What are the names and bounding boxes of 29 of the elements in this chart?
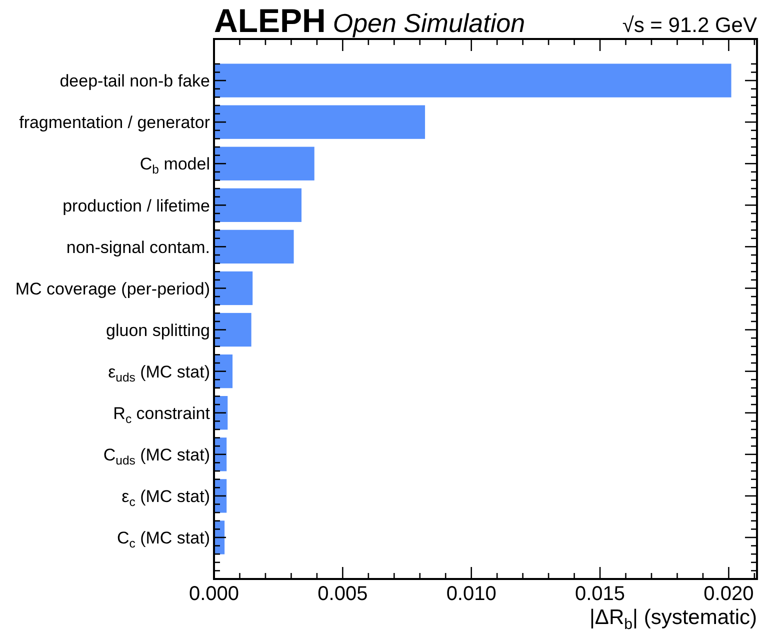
y-tick-label: C$_{c}$ (MC stat) [116,528,210,550]
y-tick-label: production / lifetime [62,196,210,216]
chart-title: ALEPH [214,2,326,39]
x-tick-label: 0.005 [318,583,368,605]
bar [214,64,732,98]
text: √s = 91.2 GeV [622,14,757,37]
bar [214,105,426,139]
y-tick-label: ε$_{uds}$ (MC stat) [108,362,210,384]
x-tick-label: 0.000 [188,583,240,605]
y-tick-label: R$_{c}$ constraint [113,404,210,426]
x-tick-label: 0.015 [574,583,626,605]
bar [214,271,253,306]
bar [214,146,314,180]
y-tick-label: non-signal contam. [66,238,210,257]
bar [214,354,233,388]
x-tick-label: 0.020 [704,583,754,605]
y-tick-label: ε$_{c}$ (MC stat) [122,487,210,509]
y-tick-label: C$_{b}$ model [140,154,210,176]
y-tick-label: fragmentation / generator [19,113,210,132]
x-axis-title: |ΔR$_{b}$| (systematic) [589,606,757,633]
x-tick-label: 0.010 [446,583,496,605]
y-tick-label: MC coverage (per-period) [15,279,210,298]
y-tick-label: deep-tail non-b fake [60,72,210,91]
bar [214,312,252,347]
bar [214,230,294,264]
chart-subtitle: Open Simulation [332,8,526,38]
bar [214,188,302,222]
y-tick-label: gluon splitting [106,320,210,340]
y-tick-label: C$_{uds}$ (MC stat) [103,446,210,468]
